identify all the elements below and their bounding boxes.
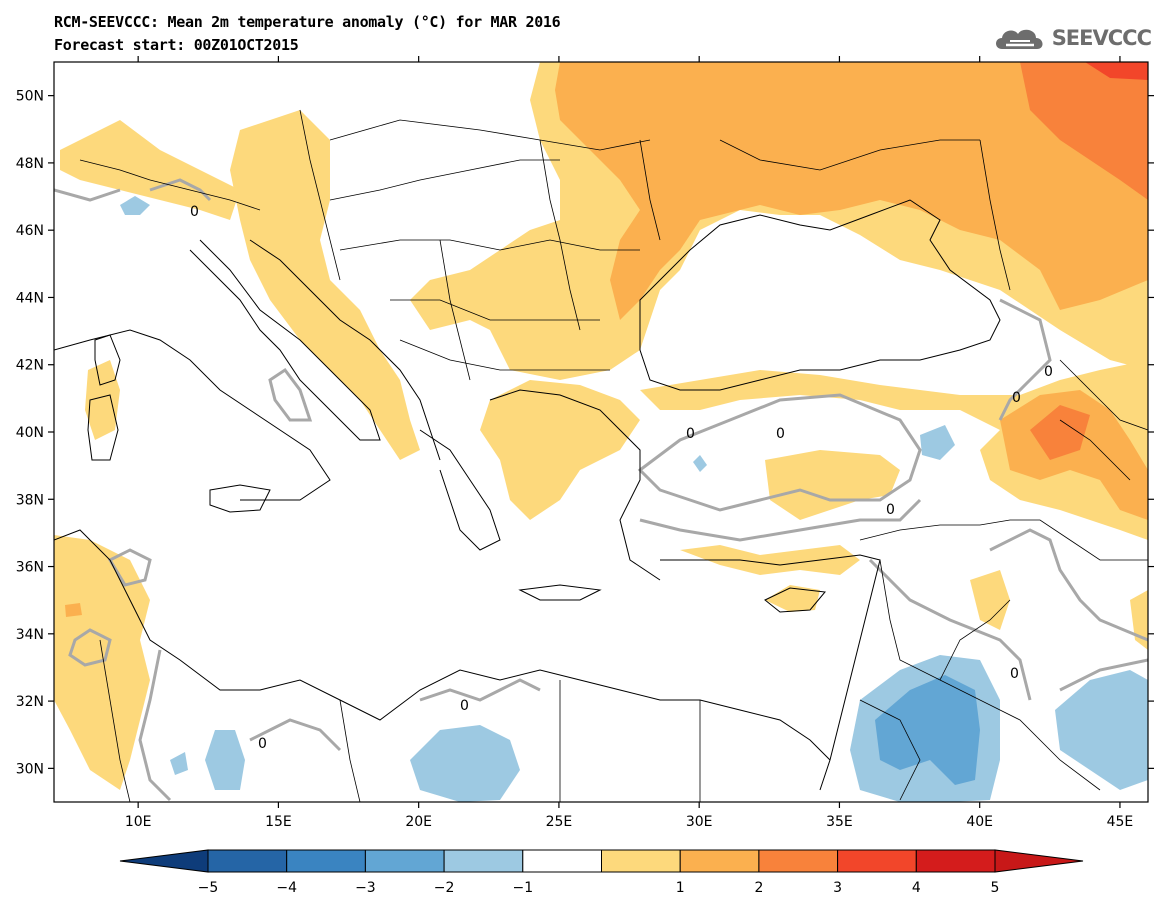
warm-anomaly-cyprus xyxy=(765,585,820,612)
colorbar-tick-label: −2 xyxy=(434,880,455,896)
colorbar-tick-label: 4 xyxy=(912,880,921,896)
cold-anomaly-jordan-core xyxy=(875,675,980,785)
colorbar-swatch xyxy=(207,849,288,873)
warm-anomaly-greece-coast xyxy=(480,380,640,520)
forecast-start-label: Forecast start: 00Z01OCT2015 xyxy=(54,36,299,54)
lat-label: 36N xyxy=(16,560,44,576)
cold-anomaly-turkey-west xyxy=(693,455,707,472)
country-borders xyxy=(79,109,1148,802)
warm-anomaly-north-italy xyxy=(60,120,240,220)
warm-anomaly-syria xyxy=(970,570,1010,630)
warm-anomaly-ukraine xyxy=(555,62,1148,320)
contour-label: 0 xyxy=(686,426,695,442)
colorbar-swatch xyxy=(601,849,681,873)
colorbar-swatch xyxy=(286,849,366,873)
zero-contours xyxy=(54,178,1148,802)
lat-label: 48N xyxy=(16,156,44,172)
colorbar-swatch xyxy=(837,849,917,873)
colorbar-tick-label: −1 xyxy=(512,880,533,896)
colorbar-tick-label: 3 xyxy=(833,880,842,896)
warm-anomaly-alps-balkans xyxy=(230,110,420,460)
map-title: RCM-SEEVCCC: Mean 2m temperature anomaly… xyxy=(54,13,561,31)
lat-label: 50N xyxy=(16,89,44,105)
contour-label: 0 xyxy=(886,502,895,518)
contour-label: 0 xyxy=(1044,364,1053,380)
lon-label: 35E xyxy=(826,814,853,830)
lat-label: 42N xyxy=(16,358,44,374)
lat-label: 40N xyxy=(16,425,44,441)
lat-label: 34N xyxy=(16,627,44,643)
colorbar-under-triangle xyxy=(119,849,209,873)
latitude-axis: 50N 48N 46N 44N 42N 40N 38N 36N 34N 32N 30N xyxy=(16,89,1154,777)
lon-label: 30E xyxy=(686,814,713,830)
cold-anomaly-libya-west xyxy=(205,730,245,790)
colorbar-swatch xyxy=(758,849,839,873)
warm-anomaly-russia xyxy=(1020,62,1148,200)
colorbar-swatch xyxy=(522,849,602,873)
warm-anomaly-tunisia xyxy=(54,535,150,790)
cold-anomaly-anatolia xyxy=(920,425,955,460)
lon-label: 10E xyxy=(125,814,152,830)
warm-anomaly-anatolia xyxy=(765,450,900,520)
lon-label: 15E xyxy=(265,814,292,830)
colorbar-tick-label: −4 xyxy=(276,880,297,896)
colorbar-swatch xyxy=(443,849,524,873)
colorbar-tick-label: −3 xyxy=(355,880,376,896)
cold-anomaly-iraq xyxy=(1055,670,1148,790)
contour-label: 0 xyxy=(460,698,469,714)
colorbar-tick-label: 1 xyxy=(676,880,685,896)
lat-label: 32N xyxy=(16,694,44,710)
warm-anomaly-tunisia-small xyxy=(65,603,82,617)
colorbar-swatch xyxy=(915,849,996,873)
lon-label: 40E xyxy=(966,814,993,830)
colorbar-tick-label: 2 xyxy=(754,880,763,896)
lat-label: 44N xyxy=(16,290,44,306)
longitude-axis: 10E 15E 20E 25E 30E 35E 40E 45E xyxy=(125,56,1133,830)
warm-anomaly-sardinia xyxy=(85,360,120,440)
colorbar-tick-label: 5 xyxy=(991,880,1000,896)
contour-label: 0 xyxy=(1012,390,1021,406)
seevccc-logo: SEEVCCC xyxy=(992,22,1152,54)
colorbar-swatch xyxy=(679,849,760,873)
contour-label: 0 xyxy=(258,736,267,752)
colorbar: −5 −4 −3 −2 −1 1 2 3 4 5 xyxy=(119,849,1084,896)
lon-label: 25E xyxy=(546,814,573,830)
contour-label: 0 xyxy=(776,426,785,442)
colorbar-over-triangle xyxy=(994,849,1084,873)
cold-anomaly-tunisia xyxy=(170,752,188,775)
contour-label: 0 xyxy=(190,204,199,220)
logo-text: SEEVCCC xyxy=(1051,26,1152,50)
contour-labels: 0 0 0 0 0 0 0 0 0 xyxy=(190,204,1053,752)
colorbar-tick-label: −5 xyxy=(198,880,219,896)
lat-label: 38N xyxy=(16,492,44,508)
anomaly-field: 0 0 0 0 0 0 0 0 0 xyxy=(54,62,1148,802)
warm-anomaly-russia-peak xyxy=(1085,62,1148,80)
contour-label: 0 xyxy=(1010,666,1019,682)
lon-label: 20E xyxy=(405,814,432,830)
warm-anomaly-turkey-south xyxy=(680,545,860,575)
warm-anomaly-turkey-north xyxy=(640,360,1148,540)
lon-label: 45E xyxy=(1107,814,1134,830)
cold-anomaly-switzerland xyxy=(120,196,150,215)
colorbar-swatch xyxy=(364,849,445,873)
lat-label: 46N xyxy=(16,223,44,239)
warm-anomaly-armenia xyxy=(1030,405,1090,460)
warm-anomaly-caucasus xyxy=(1000,390,1148,520)
lat-label: 30N xyxy=(16,761,44,777)
cold-anomaly-libya xyxy=(410,725,520,802)
cloud-logo-icon xyxy=(995,29,1043,49)
